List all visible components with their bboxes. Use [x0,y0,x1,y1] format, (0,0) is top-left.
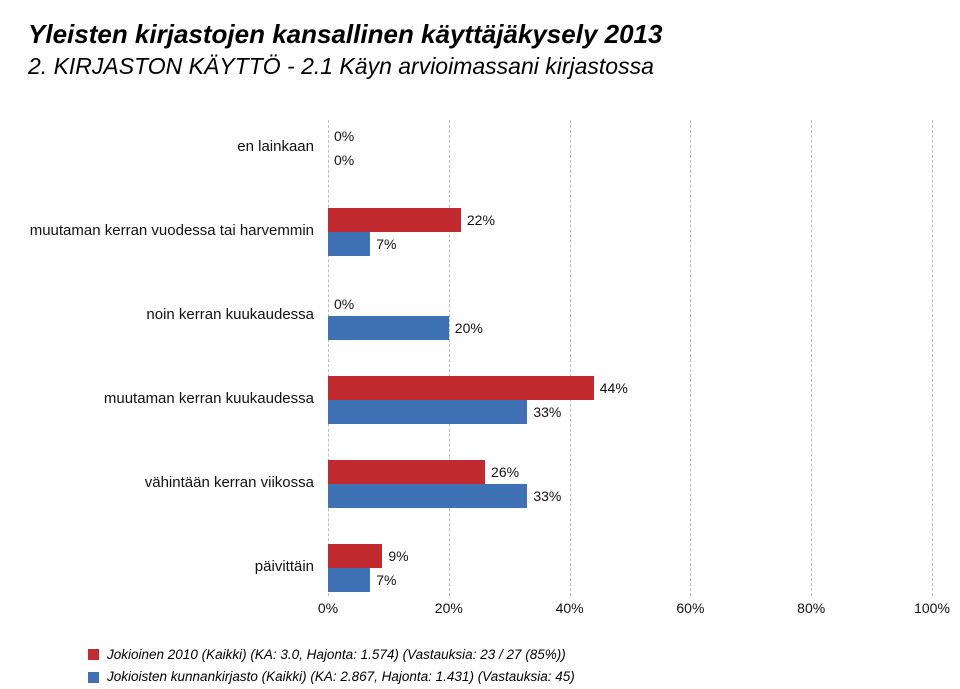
bar-value-label: 0% [334,128,354,144]
bar-value-label: 9% [388,548,408,564]
bar [328,316,449,340]
page-title: Yleisten kirjastojen kansallinen käyttäj… [28,18,932,51]
gridline [811,120,812,596]
bar [328,400,527,424]
x-tick-label: 20% [435,600,463,616]
bar-value-label: 0% [334,296,354,312]
bar-value-label: 33% [533,488,561,504]
legend-label: Jokioinen 2010 (Kaikki) (KA: 3.0, Hajont… [107,644,566,667]
bar-value-label: 20% [455,320,483,336]
chart: en lainkaan muutaman kerran vuodessa tai … [28,120,932,596]
x-tick-label: 100% [914,600,950,616]
category-label: noin kerran kuukaudessa [28,288,328,344]
plot-area: 0% 0% 22% 7% 0% 20% 44% 33% 26% 33% 9% 7% [328,120,932,596]
category-label: en lainkaan [28,120,328,176]
bar-value-label: 33% [533,404,561,420]
bar-value-label: 7% [376,572,396,588]
legend-item: Jokioinen 2010 (Kaikki) (KA: 3.0, Hajont… [88,644,932,667]
bar [328,376,594,400]
bar-value-label: 0% [334,152,354,168]
bar [328,460,485,484]
bar [328,484,527,508]
category-label: vähintään kerran viikossa [28,456,328,512]
category-label: päivittäin [28,540,328,596]
bar-value-label: 22% [467,212,495,228]
gridlines [328,120,932,596]
legend-swatch [88,672,99,683]
legend-swatch [88,649,99,660]
gridline [570,120,571,596]
bar-value-label: 44% [600,380,628,396]
x-tick-label: 80% [797,600,825,616]
bar [328,232,370,256]
bar [328,568,370,592]
bar-value-label: 7% [376,236,396,252]
gridline [328,120,329,596]
category-labels-col: en lainkaan muutaman kerran vuodessa tai … [28,120,328,596]
gridline [690,120,691,596]
x-tick-label: 60% [676,600,704,616]
gridline [449,120,450,596]
gridline [932,120,933,596]
x-tick-label: 0% [318,600,338,616]
bar-value-label: 26% [491,464,519,480]
category-label: muutaman kerran vuodessa tai harvemmin [28,204,328,260]
bar [328,208,461,232]
x-axis: 0%20%40%60%80%100% [328,596,932,626]
bar [328,544,382,568]
page-subtitle: 2. KIRJASTON KÄYTTÖ - 2.1 Käyn arvioimas… [28,53,932,80]
legend: Jokioinen 2010 (Kaikki) (KA: 3.0, Hajont… [88,644,932,689]
x-tick-label: 40% [556,600,584,616]
category-label: muutaman kerran kuukaudessa [28,372,328,428]
